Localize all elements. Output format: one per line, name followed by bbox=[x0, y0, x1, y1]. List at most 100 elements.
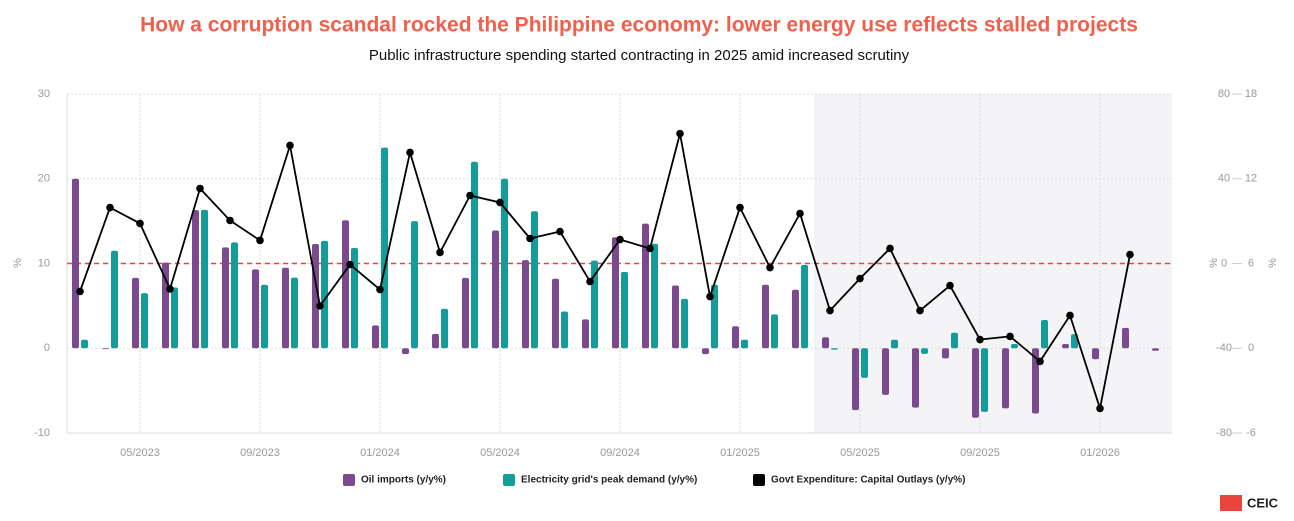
point bbox=[286, 141, 294, 150]
x-tick-label: 05/2023 bbox=[120, 447, 160, 459]
legend-swatch bbox=[753, 474, 765, 486]
bar bbox=[141, 293, 148, 349]
bar bbox=[1002, 348, 1009, 409]
bar bbox=[672, 285, 679, 349]
bar bbox=[81, 339, 88, 349]
bar bbox=[921, 348, 928, 354]
bar bbox=[471, 161, 478, 349]
bar bbox=[372, 325, 379, 349]
bar bbox=[402, 348, 409, 355]
bar bbox=[771, 314, 778, 349]
point bbox=[676, 129, 684, 138]
y3-axis-label: % bbox=[1267, 258, 1279, 268]
bar bbox=[762, 284, 769, 349]
bar bbox=[702, 348, 709, 355]
point bbox=[136, 219, 144, 228]
y2-axis-label: % bbox=[1208, 258, 1220, 268]
bar bbox=[1041, 320, 1048, 349]
y-axis-label: % bbox=[12, 258, 24, 268]
y2-tick-label: -80 bbox=[1216, 427, 1232, 439]
point bbox=[586, 277, 594, 286]
bar bbox=[942, 348, 949, 359]
line bbox=[79, 133, 1131, 409]
point bbox=[1066, 311, 1074, 320]
bar bbox=[801, 264, 808, 349]
bar bbox=[531, 211, 538, 349]
point bbox=[526, 234, 534, 243]
point bbox=[946, 281, 954, 290]
bar bbox=[1062, 344, 1069, 349]
y2-tick-label: 80 bbox=[1218, 88, 1230, 100]
bar bbox=[351, 247, 358, 349]
point bbox=[346, 260, 354, 269]
bar bbox=[1032, 348, 1039, 414]
point bbox=[706, 292, 714, 301]
point bbox=[256, 236, 264, 245]
y-tick-label: 10 bbox=[38, 257, 50, 269]
bar bbox=[612, 237, 619, 349]
bar bbox=[432, 333, 439, 349]
point bbox=[496, 198, 504, 207]
bar bbox=[111, 250, 118, 349]
x-tick-label: 01/2026 bbox=[1080, 447, 1120, 459]
bar bbox=[951, 332, 958, 349]
bar bbox=[282, 267, 289, 349]
bar bbox=[1152, 348, 1159, 351]
y-tick-label: -10 bbox=[34, 427, 50, 439]
bar bbox=[381, 147, 388, 349]
x-tick-label: 09/2024 bbox=[600, 447, 640, 459]
point bbox=[646, 244, 654, 253]
bar bbox=[342, 220, 349, 349]
bar bbox=[912, 348, 919, 408]
point bbox=[76, 287, 84, 296]
y-tick-label: 30 bbox=[38, 88, 50, 100]
bar bbox=[642, 223, 649, 349]
bar bbox=[1122, 327, 1129, 349]
legend-label: Electricity grid's peak demand (y/y%) bbox=[521, 475, 697, 486]
y-tick-label: 0 bbox=[44, 342, 50, 354]
legend-label: Oil imports (y/y%) bbox=[361, 475, 446, 486]
bar bbox=[861, 348, 868, 378]
bar bbox=[792, 289, 799, 349]
bar bbox=[462, 277, 469, 349]
x-tick-label: 09/2023 bbox=[240, 447, 280, 459]
y3-tick-label: 6 bbox=[1248, 257, 1254, 269]
point bbox=[556, 227, 564, 236]
point bbox=[856, 274, 864, 283]
y-tick-label: 20 bbox=[38, 173, 50, 185]
bar bbox=[261, 284, 268, 349]
point bbox=[1096, 404, 1104, 413]
y3-tick-label: 0 bbox=[1248, 342, 1254, 354]
point bbox=[796, 209, 804, 218]
y2-tick-label: -40 bbox=[1216, 342, 1232, 354]
point bbox=[1126, 250, 1134, 259]
point bbox=[436, 248, 444, 257]
bar bbox=[102, 348, 109, 350]
bar bbox=[231, 242, 238, 349]
bar bbox=[411, 221, 418, 349]
bar bbox=[972, 348, 979, 418]
y2-tick-label: 0 bbox=[1221, 257, 1227, 269]
x-tick-label: 05/2025 bbox=[840, 447, 880, 459]
bar bbox=[201, 209, 208, 349]
point bbox=[226, 216, 234, 225]
bar bbox=[321, 240, 328, 349]
point bbox=[466, 191, 474, 200]
point bbox=[916, 306, 924, 315]
logo: CEIC bbox=[1220, 495, 1279, 511]
bar bbox=[252, 269, 259, 349]
bar bbox=[441, 308, 448, 349]
chart-title: How a corruption scandal rocked the Phil… bbox=[140, 14, 1138, 37]
bar bbox=[72, 178, 79, 349]
legend-swatch bbox=[503, 474, 515, 486]
bar bbox=[732, 326, 739, 349]
bar bbox=[681, 298, 688, 349]
bar bbox=[651, 243, 658, 349]
bar bbox=[192, 210, 199, 349]
bar bbox=[852, 348, 859, 411]
bar bbox=[741, 339, 748, 349]
bar bbox=[132, 277, 139, 349]
chart-subtitle: Public infrastructure spending started c… bbox=[369, 47, 910, 64]
bar bbox=[891, 339, 898, 349]
